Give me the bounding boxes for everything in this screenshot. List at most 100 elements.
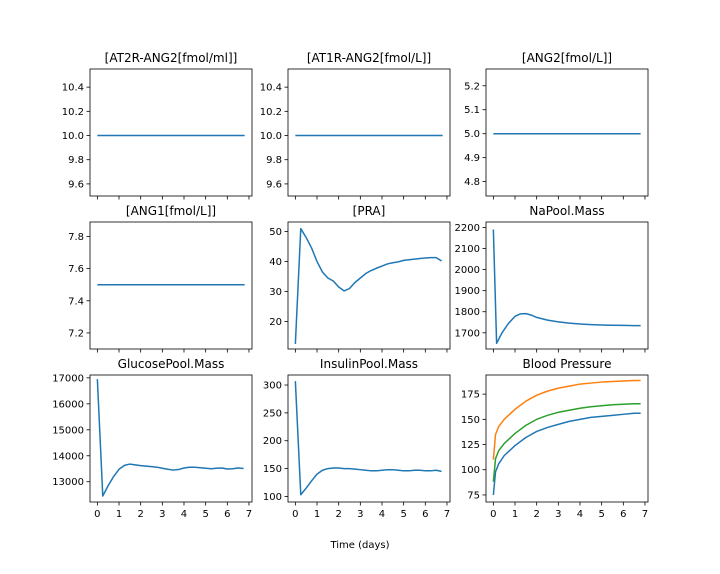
y-tick-label: 175 <box>461 390 480 401</box>
plot-frame <box>485 221 649 350</box>
y-tick-label: 4.8 <box>464 177 480 188</box>
y-tick-label: 10.4 <box>260 83 282 94</box>
x-tick-label: 0 <box>292 509 298 520</box>
subplot-3: [ANG2[fmol/L]] 4.8 4.9 5.0 5.1 5.2 <box>464 51 649 200</box>
subplot-title: InsulinPool.Mass <box>320 357 418 371</box>
subplot-8: InsulinPool.Mass 100 150 200 250 300 0 1 2 3 4 5 6 7 <box>263 357 451 520</box>
y-tick-label: 4.9 <box>464 153 480 164</box>
y-tick-label: 100 <box>461 465 480 476</box>
y-tick-label: 1800 <box>455 307 480 318</box>
series-line-1 <box>294 227 442 344</box>
subplot-title: [PRA] <box>353 204 386 218</box>
x-tick-label: 1 <box>314 509 320 520</box>
y-tick-label: 7.6 <box>68 264 84 275</box>
y-tick-label: 20 <box>269 317 282 328</box>
y-tick-label: 10.4 <box>62 83 84 94</box>
x-tick-label: 0 <box>94 509 100 520</box>
x-tick-label: 4 <box>577 509 583 520</box>
y-tick-label: 250 <box>263 408 282 419</box>
x-tick-label: 6 <box>422 509 428 520</box>
plot-frame <box>89 221 253 350</box>
x-tick-label: 5 <box>598 509 604 520</box>
subplot-title: Blood Pressure <box>523 357 612 371</box>
y-tick-label: 9.6 <box>68 179 84 190</box>
y-tick-label: 16000 <box>52 399 84 410</box>
y-tick-label: 30 <box>269 287 282 298</box>
y-tick-label: 200 <box>263 436 282 447</box>
x-tick-label: 1 <box>512 509 518 520</box>
subplot-2: [AT1R-ANG2[fmol/L]] 9.6 9.8 10.0 10.2 10.4 <box>260 51 451 200</box>
y-tick-label: 1700 <box>455 328 480 339</box>
y-tick-label: 150 <box>461 415 480 426</box>
x-tick-label: 4 <box>181 509 187 520</box>
plot-frame <box>287 221 451 350</box>
y-tick-label: 2200 <box>455 223 480 234</box>
y-tick-label: 10.0 <box>260 131 282 142</box>
y-tick-label: 2000 <box>455 265 480 276</box>
y-tick-label: 7.4 <box>68 296 84 307</box>
plot-frame <box>89 68 253 197</box>
subplot-4: [ANG1[fmol/L]] 7.2 7.4 7.6 7.8 <box>68 204 253 353</box>
y-tick-label: 9.8 <box>68 155 84 166</box>
subplot-title: [AT2R-ANG2[fmol/ml]] <box>105 51 238 65</box>
series-line-2 <box>492 379 641 460</box>
y-tick-label: 7.8 <box>68 232 84 243</box>
x-tick-label: 2 <box>533 509 539 520</box>
x-tick-label: 3 <box>159 509 165 520</box>
y-tick-label: 50 <box>269 227 282 238</box>
y-tick-label: 75 <box>467 490 480 501</box>
plot-frame <box>287 374 451 503</box>
subplot-title: NaPool.Mass <box>529 204 604 218</box>
plot-frame <box>485 374 649 503</box>
subplot-title: [ANG1[fmol/L]] <box>126 204 216 218</box>
subplot-1: [AT2R-ANG2[fmol/ml]] 9.6 9.8 10.0 10.2 10.4 <box>62 51 253 200</box>
series-line-1 <box>492 229 641 345</box>
y-tick-label: 5.1 <box>464 105 480 116</box>
y-tick-label: 9.8 <box>266 155 282 166</box>
y-tick-label: 100 <box>263 492 282 503</box>
x-tick-label: 6 <box>620 509 626 520</box>
plot-frame <box>485 68 649 197</box>
subplot-title: [ANG2[fmol/L]] <box>522 51 612 65</box>
y-tick-label: 10.2 <box>260 107 282 118</box>
plot-frame <box>89 374 253 503</box>
x-tick-label: 5 <box>202 509 208 520</box>
x-tick-label: 4 <box>379 509 385 520</box>
subplot-title: [AT1R-ANG2[fmol/L]] <box>307 51 431 65</box>
y-tick-label: 10.2 <box>62 107 84 118</box>
y-tick-label: 40 <box>269 257 282 268</box>
y-tick-label: 17000 <box>52 373 84 384</box>
y-tick-label: 14000 <box>52 451 84 462</box>
series-line-1 <box>294 381 442 496</box>
y-tick-label: 5.2 <box>464 81 480 92</box>
y-tick-label: 10.0 <box>62 131 84 142</box>
x-tick-label: 5 <box>400 509 406 520</box>
series-line-3 <box>492 402 641 482</box>
x-tick-label: 1 <box>116 509 122 520</box>
figure-x-axis-label: Time (days) <box>330 540 390 551</box>
x-tick-label: 7 <box>444 509 450 520</box>
series-line-1 <box>492 412 641 496</box>
subplot-5: [PRA] 20 30 40 50 <box>269 204 451 353</box>
y-tick-label: 150 <box>263 464 282 475</box>
x-tick-label: 2 <box>137 509 143 520</box>
x-tick-label: 6 <box>224 509 230 520</box>
subplot-title: GlucosePool.Mass <box>118 357 225 371</box>
y-tick-label: 13000 <box>52 477 84 488</box>
y-tick-label: 5.0 <box>464 129 480 140</box>
x-tick-label: 3 <box>555 509 561 520</box>
series-line-1 <box>96 379 244 497</box>
subplot-9: Blood Pressure 75 100 125 150 175 0 1 2 3 4 5 6 7 <box>461 357 649 520</box>
subplot-6: NaPool.Mass 1700 1800 1900 2000 2100 2200 <box>455 204 649 353</box>
y-tick-label: 9.6 <box>266 179 282 190</box>
x-tick-label: 7 <box>642 509 648 520</box>
subplot-7: GlucosePool.Mass 13000 14000 15000 16000 1700… <box>52 357 253 520</box>
y-tick-label: 15000 <box>52 425 84 436</box>
x-tick-label: 3 <box>357 509 363 520</box>
y-tick-label: 2100 <box>455 244 480 255</box>
y-tick-label: 300 <box>263 381 282 392</box>
y-tick-label: 7.2 <box>68 328 84 339</box>
x-tick-label: 2 <box>335 509 341 520</box>
x-tick-label: 7 <box>246 509 252 520</box>
